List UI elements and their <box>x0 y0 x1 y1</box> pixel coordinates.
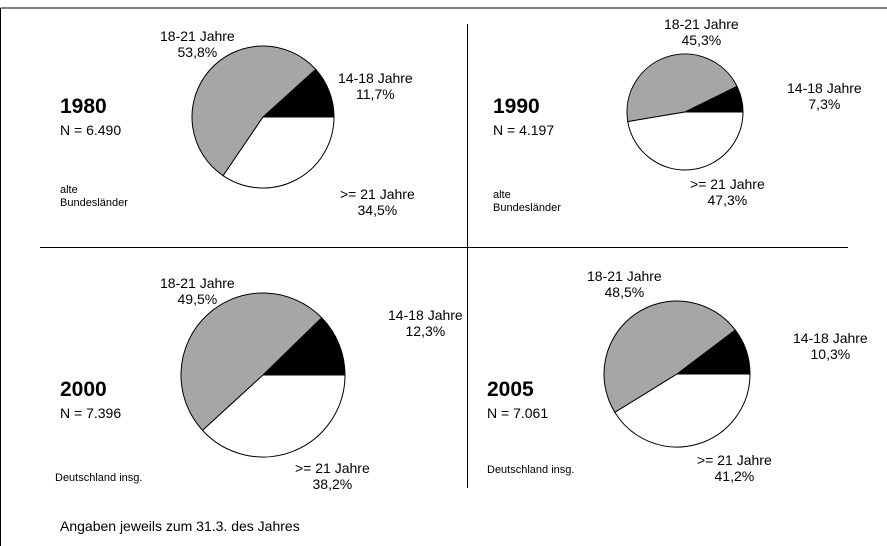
pie-1980-label--21-jahre: >= 21 Jahre 34,5% <box>340 186 415 218</box>
pie-2000-year: 2000 <box>60 378 107 401</box>
slice-percentage: 49,5% <box>177 291 218 307</box>
slice-category: >= 21 Jahre <box>690 176 765 192</box>
pie-2005-slice--21-jahre <box>614 373 751 448</box>
pie-1980-label-18-21-jahre: 18-21 Jahre 53,8% <box>160 28 235 60</box>
pie-1990-slice--21-jahre <box>627 111 744 171</box>
pie-1980-count: N = 6.490 <box>60 122 122 138</box>
slice-category: 18-21 Jahre <box>664 16 739 32</box>
pie-2000-label-14-18-jahre: 14-18 Jahre 12,3% <box>388 307 463 339</box>
pie-1980-slices <box>191 45 335 189</box>
slice-percentage: 34,5% <box>357 202 398 218</box>
slice-category: 14-18 Jahre <box>338 70 413 86</box>
pie-1990-label-18-21-jahre: 18-21 Jahre 45,3% <box>664 16 739 48</box>
pie-1990-count: N = 4.197 <box>493 122 555 138</box>
slice-percentage: 48,5% <box>604 284 645 300</box>
slice-category: 18-21 Jahre <box>587 268 662 284</box>
slice-category: >= 21 Jahre <box>295 460 370 476</box>
pie-1990-label--21-jahre: >= 21 Jahre 47,3% <box>690 176 765 208</box>
slice-category: >= 21 Jahre <box>697 452 772 468</box>
pie-2000-label--21-jahre: >= 21 Jahre 38,2% <box>295 460 370 492</box>
slice-category: 14-18 Jahre <box>787 80 862 96</box>
pie-2000-slices <box>180 292 346 458</box>
pie-1990-region: alte Bundesländer <box>493 189 561 215</box>
footnote: Angaben jeweils zum 31.3. des Jahres <box>60 518 300 534</box>
pie-2000-label-18-21-jahre: 18-21 Jahre 49,5% <box>160 275 235 307</box>
slice-percentage: 12,3% <box>405 323 446 339</box>
pie-2000-count: N = 7.396 <box>60 405 122 421</box>
pie-1990-region-line: alte <box>493 189 511 201</box>
pie-2005-label--21-jahre: >= 21 Jahre 41,2% <box>697 452 772 484</box>
slice-percentage: 41,2% <box>714 468 755 484</box>
pie-2000-slice-18-21-jahre <box>180 292 323 432</box>
pie-1980-slice--21-jahre <box>222 116 335 189</box>
pie-2005-region-line: Deutschland insg. <box>487 464 575 476</box>
pie-1980-region-line: alte <box>60 184 78 196</box>
pie-1980-slice-18-21-jahre <box>191 45 317 177</box>
pie-1990-region-line: Bundesländer <box>493 202 561 214</box>
pie-1980-year: 1980 <box>60 95 107 118</box>
slice-percentage: 38,2% <box>312 476 353 492</box>
slice-percentage: 53,8% <box>177 44 218 60</box>
pie-1980-region-line: Bundesländer <box>60 197 128 209</box>
pie-1990-slice-18-21-jahre <box>626 53 738 123</box>
pie-1990-label-14-18-jahre: 14-18 Jahre 7,3% <box>787 80 862 112</box>
slice-category: 14-18 Jahre <box>793 330 868 346</box>
pie-2005-slice-18-21-jahre <box>603 300 736 414</box>
slice-category: 18-21 Jahre <box>160 28 235 44</box>
pie-2005-region: Deutschland insg. <box>487 464 574 477</box>
pie-2000-region: Deutschland insg. <box>55 472 142 485</box>
pie-1990-year: 1990 <box>493 95 540 118</box>
slice-category: 14-18 Jahre <box>388 307 463 323</box>
pie-2000-slice-14-18-jahre <box>261 317 346 376</box>
slice-percentage: 7,3% <box>808 96 841 112</box>
slice-percentage: 45,3% <box>681 32 722 48</box>
slice-percentage: 47,3% <box>707 192 748 208</box>
slice-category: 18-21 Jahre <box>160 275 235 291</box>
pie-2005-label-18-21-jahre: 18-21 Jahre 48,5% <box>587 268 662 300</box>
slice-percentage: 11,7% <box>356 86 395 102</box>
pie-1980-label-14-18-jahre: 14-18 Jahre 11,7% <box>338 70 413 102</box>
pie-2005-label-14-18-jahre: 14-18 Jahre 10,3% <box>793 330 868 362</box>
slice-category: >= 21 Jahre <box>340 186 415 202</box>
pie-2005-count: N = 7.061 <box>487 405 549 421</box>
pie-2000-slice--21-jahre <box>201 374 346 458</box>
pie-2000-region-line: Deutschland insg. <box>55 472 143 484</box>
slice-percentage: 10,3% <box>810 346 851 362</box>
pie-1980-region: alte Bundesländer <box>60 184 128 210</box>
pie-2005-slices <box>603 300 751 448</box>
pie-2005-year: 2005 <box>487 378 534 401</box>
pie-1990-slices <box>626 53 744 171</box>
